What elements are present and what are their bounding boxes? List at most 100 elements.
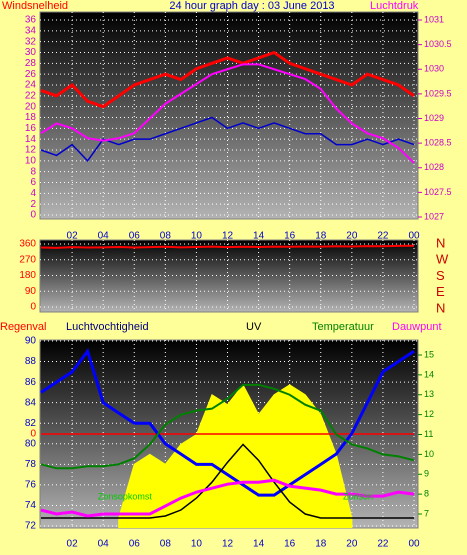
y-tick-label: 0 [30, 210, 36, 221]
x-tick-label: 12 [222, 231, 234, 242]
y-tick-label: 14 [25, 134, 37, 145]
y-tick-label: 270 [19, 254, 36, 265]
x-tick-label: 02 [67, 231, 79, 242]
y-tick-label: 74 [25, 500, 37, 511]
y2-tick-label: 1030 [424, 64, 444, 74]
y-tick-label: 72 [25, 521, 37, 532]
series-line [40, 116, 415, 163]
x-tick-label: 06 [129, 231, 141, 242]
y2-tick-label: 15 [424, 349, 434, 359]
y-tick-label: 18 [25, 112, 37, 123]
y2-tick-label: 9 [424, 469, 429, 479]
y2-tick-label: 14 [424, 369, 434, 379]
series-line [40, 50, 415, 109]
y-axis-label: Windsnelheid [2, 0, 68, 12]
y2-tick-label: 7 [424, 508, 429, 518]
y-tick-label: 8 [30, 166, 36, 177]
x-tick-label: 22 [377, 231, 389, 242]
direction-label: S [436, 268, 445, 283]
y-tick-label: 34 [25, 25, 37, 36]
y-tick-label: 24 [25, 80, 37, 91]
y2-tick-label: 1027 [424, 211, 444, 221]
y2-tick-label: 1028.5 [424, 138, 452, 148]
y2-tick-label: 1030.5 [424, 39, 452, 49]
series-line [41, 443, 414, 519]
y-tick-label: 76 [25, 480, 37, 491]
legend-label: Dauwpunt [392, 321, 442, 333]
direction-label: W [436, 252, 449, 267]
y2-tick-label: 8 [424, 489, 429, 499]
y-tick-label: 6 [30, 177, 36, 188]
direction-label: N [436, 235, 445, 250]
y-tick-label: 16 [25, 123, 37, 134]
direction-label: N [436, 300, 445, 315]
y-tick-label: 82 [25, 418, 37, 429]
direction-label: E [436, 284, 445, 299]
y-tick-label: 4 [30, 188, 36, 199]
x-tick-label: 14 [253, 231, 265, 242]
legend-label: Luchtvochtigheid [66, 321, 149, 333]
y-tick-label: 84 [25, 397, 37, 408]
x-tick-label: 00 [408, 231, 420, 242]
chart-title: 24 hour graph day : 03 June 2013 [169, 0, 334, 12]
legend-label: Temperatuur [312, 321, 374, 333]
x-tick-label: 16 [284, 539, 296, 550]
annotation: Zonsopkomst [98, 491, 153, 501]
y2-tick-label: 13 [424, 389, 434, 399]
y2-tick-label: 12 [424, 409, 434, 419]
y-tick-label: 80 [25, 438, 37, 449]
y-tick-label: 86 [25, 377, 37, 388]
y-tick-label: 22 [25, 90, 37, 101]
x-tick-label: 06 [129, 539, 141, 550]
x-tick-label: 22 [377, 539, 389, 550]
x-tick-label: 10 [191, 539, 203, 550]
x-tick-label: 04 [98, 231, 110, 242]
y-tick-label: 180 [19, 270, 36, 281]
x-tick-label: 14 [253, 539, 265, 550]
y2-tick-label: 11 [424, 429, 433, 439]
y2-tick-label: 1031 [424, 14, 444, 24]
y2-tick-label: 10 [424, 449, 434, 459]
x-tick-label: 12 [222, 539, 234, 550]
y-tick-label: 78 [25, 459, 37, 470]
series-line [40, 478, 415, 518]
x-tick-label: 02 [67, 539, 79, 550]
x-tick-label: 04 [98, 539, 110, 550]
y-tick-label: 36 [25, 15, 37, 26]
y-tick-label: 28 [25, 58, 37, 69]
y-tick-label: 26 [25, 69, 37, 80]
x-tick-label: 20 [346, 231, 358, 242]
y-tick-label: 12 [25, 145, 37, 156]
y2-tick-label: 1029.5 [424, 88, 452, 98]
y-tick-label: 360 [19, 239, 36, 250]
x-tick-label: 08 [160, 539, 172, 550]
legend-label: Regenval [0, 321, 46, 333]
legend-label: UV [246, 321, 262, 333]
x-tick-label: 20 [346, 539, 358, 550]
x-tick-label: 16 [284, 231, 296, 242]
y2-tick-label: 1027.5 [424, 187, 452, 197]
y-tick-label: 32 [25, 36, 37, 47]
y2-tick-label: 1029 [424, 113, 444, 123]
y-tick-label: 10 [25, 155, 37, 166]
series-line [40, 244, 415, 249]
y-tick-label: 30 [25, 47, 37, 58]
series-line [40, 63, 415, 164]
y-tick-label: 0 [30, 302, 36, 313]
x-tick-label: 00 [408, 539, 420, 550]
series-line [40, 383, 415, 470]
y2-axis-label: Luchtdruk [370, 0, 419, 12]
x-tick-label: 18 [315, 231, 327, 242]
x-tick-label: 18 [315, 539, 327, 550]
x-tick-label: 08 [160, 231, 172, 242]
y-tick-label: 90 [25, 286, 37, 297]
series-line [40, 348, 415, 497]
y-tick-label: 90 [25, 336, 37, 347]
y-tick-label: 2 [30, 199, 36, 210]
y-tick-label: 88 [25, 356, 37, 367]
y-tick-label: 20 [25, 101, 37, 112]
x-tick-label: 10 [191, 231, 203, 242]
y3-tick-label: 0 [30, 429, 36, 440]
annotation: Zonson [343, 491, 373, 501]
